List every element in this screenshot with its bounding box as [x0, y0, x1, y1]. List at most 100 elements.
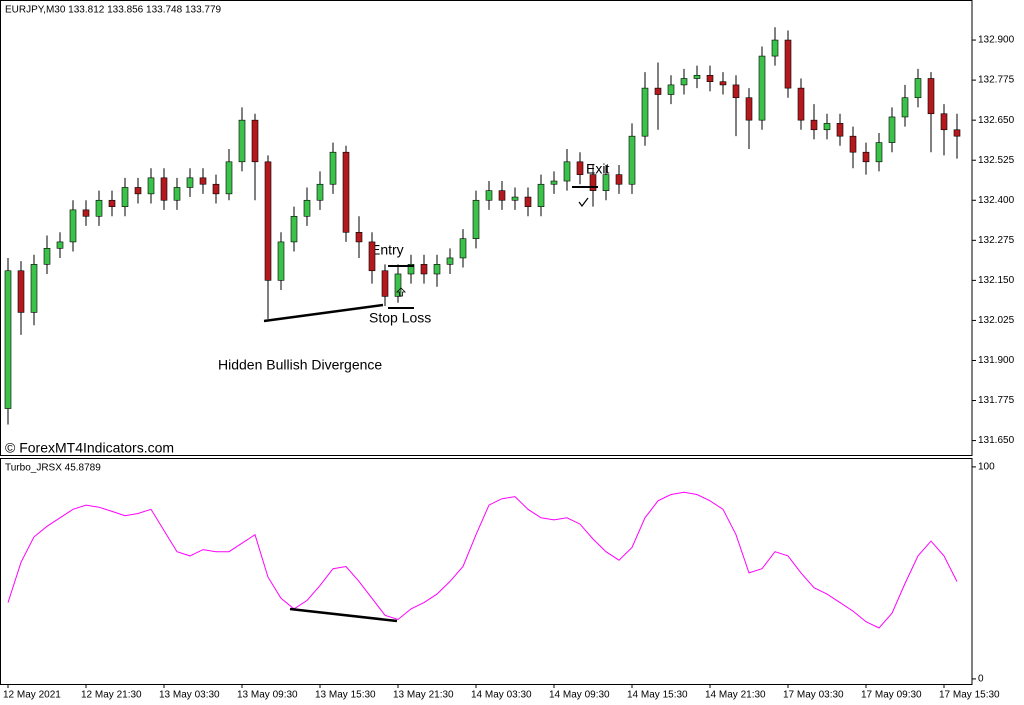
candle-body — [394, 273, 402, 297]
candle-body — [186, 177, 194, 188]
y-tick-label: 132.650 — [978, 115, 1015, 126]
annotation-shapes — [263, 186, 598, 623]
candle-body — [615, 174, 623, 185]
candle-body — [914, 78, 922, 99]
x-tick-label: 13 May 21:30 — [393, 690, 454, 701]
entry-label: Entry — [371, 242, 404, 258]
y-tick-label: 132.900 — [978, 35, 1015, 46]
candle-body — [602, 174, 610, 191]
candle-body — [30, 264, 38, 313]
exit-label: Exit — [586, 161, 609, 177]
x-tick-label: 17 May 15:30 — [939, 690, 1000, 701]
y-tick-label: 0 — [978, 674, 984, 685]
y-tick-label: 132.525 — [978, 155, 1015, 166]
candle-body — [225, 161, 233, 195]
candle-body — [771, 39, 779, 57]
y-tick-label: 132.775 — [978, 75, 1015, 86]
watermark: © ForexMT4Indicators.com — [5, 440, 174, 456]
candle-body — [121, 187, 129, 207]
x-tick-label: 17 May 09:30 — [861, 690, 922, 701]
x-tick-label: 14 May 03:30 — [471, 690, 532, 701]
candle-body — [680, 78, 688, 86]
candle-body — [199, 177, 207, 185]
indicator-panel-frame — [0, 458, 973, 685]
y-tick-label: 132.150 — [978, 275, 1015, 286]
candle-body — [745, 97, 753, 121]
x-tick-label: 14 May 15:30 — [627, 690, 688, 701]
candle-body — [355, 232, 363, 243]
candle-body — [693, 74, 701, 79]
indicator-divergence-line — [289, 607, 398, 623]
x-tick-label: 17 May 03:30 — [783, 690, 844, 701]
candle-body — [251, 119, 259, 163]
candle-body — [706, 74, 714, 83]
candle-body — [810, 119, 818, 131]
candle-body — [368, 241, 376, 272]
candle-body — [108, 199, 116, 207]
candle-body — [4, 270, 12, 409]
exit-check — [578, 197, 589, 207]
candle-body — [407, 264, 415, 275]
candle-body — [667, 84, 675, 95]
candle-body — [849, 135, 857, 153]
candle-body — [212, 183, 220, 195]
candle-body — [823, 123, 831, 131]
candle-body — [927, 78, 935, 115]
candle-body — [719, 81, 727, 86]
candle-body — [875, 142, 883, 163]
candle-body — [238, 119, 246, 163]
candle-body — [511, 196, 519, 201]
y-tick-label: 132.275 — [978, 235, 1015, 246]
indicator-line — [7, 491, 958, 629]
candle-body — [589, 174, 597, 191]
candle-body — [797, 87, 805, 121]
y-tick-label: 100 — [978, 462, 995, 473]
candle-body — [290, 215, 298, 243]
divergence-label: Hidden Bullish Divergence — [218, 357, 382, 373]
candle-body — [264, 161, 272, 281]
candle-body — [342, 151, 350, 233]
candle-body — [17, 270, 25, 313]
price-panel-frame — [0, 0, 973, 456]
y-tick-label: 131.650 — [978, 435, 1015, 446]
candle-body — [654, 87, 662, 95]
candle-body — [641, 87, 649, 137]
candle-body — [485, 190, 493, 201]
candle-body — [537, 183, 545, 207]
buy-arrow — [396, 287, 406, 297]
candle-body — [173, 187, 181, 201]
candle-body — [940, 113, 948, 131]
candle-body — [901, 97, 909, 118]
candle-body — [628, 135, 636, 185]
x-tick-label: 13 May 09:30 — [237, 690, 298, 701]
indicator-title: Turbo_JRSX 45.8789 — [5, 463, 101, 474]
y-tick-label: 132.025 — [978, 315, 1015, 326]
candle-body — [69, 209, 77, 243]
candle-body — [784, 39, 792, 89]
candle-body — [862, 151, 870, 163]
candle-body — [498, 190, 506, 201]
candle-body — [576, 161, 584, 175]
candle-body — [95, 199, 103, 217]
y-tick-label: 131.900 — [978, 355, 1015, 366]
x-tick-label: 13 May 15:30 — [315, 690, 376, 701]
x-tick-label: 14 May 09:30 — [549, 690, 610, 701]
y-tick-label: 132.400 — [978, 195, 1015, 206]
x-tick-label: 13 May 03:30 — [159, 690, 220, 701]
candle-body — [134, 187, 142, 195]
candle-body — [550, 180, 558, 185]
candle-body — [472, 199, 480, 240]
candle-body — [953, 129, 961, 137]
candle-body — [758, 55, 766, 121]
candle-body — [446, 257, 454, 265]
x-tick-label: 14 May 21:30 — [705, 690, 766, 701]
candle-body — [836, 123, 844, 137]
candle-body — [563, 161, 571, 182]
candle-body — [524, 196, 532, 207]
candle-body — [43, 248, 51, 265]
candle-body — [303, 199, 311, 217]
price-divergence-line — [263, 303, 384, 323]
candle-body — [732, 84, 740, 99]
